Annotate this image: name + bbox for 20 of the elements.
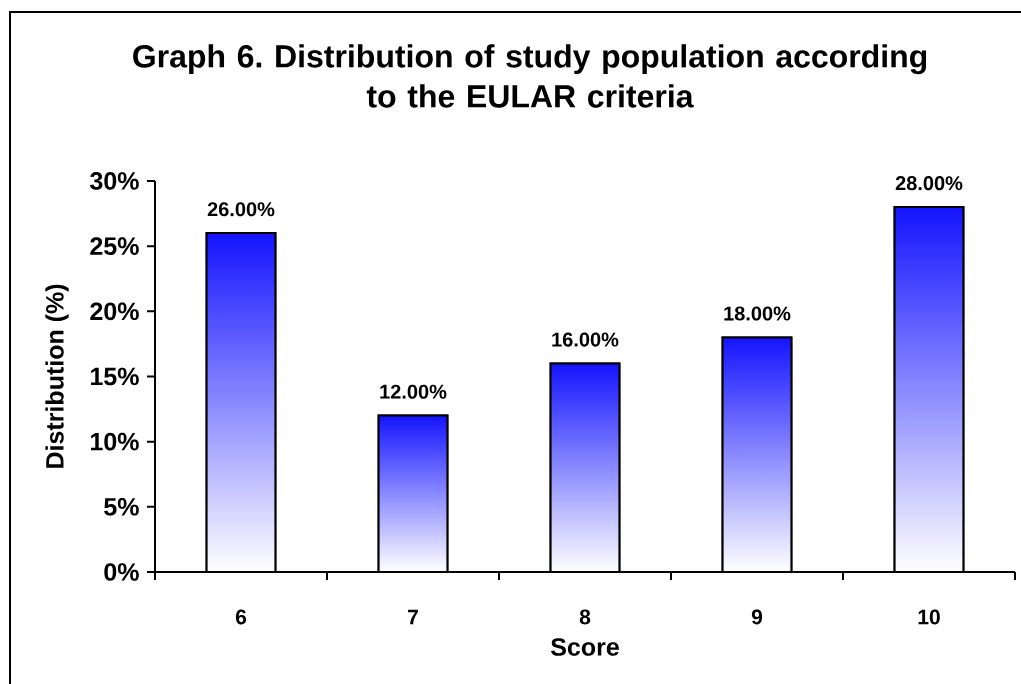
y-tick-label: 20% (90, 302, 139, 321)
y-tick-label: 10% (91, 432, 139, 451)
x-tick-label: 7 (408, 609, 418, 625)
data-label: 28.00% (895, 176, 963, 191)
x-tick-label: 8 (579, 609, 591, 625)
data-label: 16.00% (552, 332, 619, 347)
x-tick-label: 9 (751, 609, 763, 625)
x-axis-title: Score (550, 638, 619, 656)
data-label: 12.00% (380, 384, 447, 399)
chart-title: Graph 6. Distribution of study population according to the EULAR criteria (133, 44, 927, 108)
data-label: 18.00% (724, 306, 791, 321)
y-tick-label: 5% (104, 498, 139, 516)
y-tick-label: 25% (90, 237, 139, 256)
y-tick-label: 0% (104, 563, 139, 581)
y-tick-label: 15% (91, 367, 139, 386)
y-tick-label: 30% (90, 172, 139, 190)
data-label: 26.00% (207, 202, 275, 217)
x-tick-label: 6 (235, 609, 247, 625)
y-axis-title: Distribution (%) (45, 284, 69, 468)
x-tick-label: 10 (918, 609, 940, 625)
